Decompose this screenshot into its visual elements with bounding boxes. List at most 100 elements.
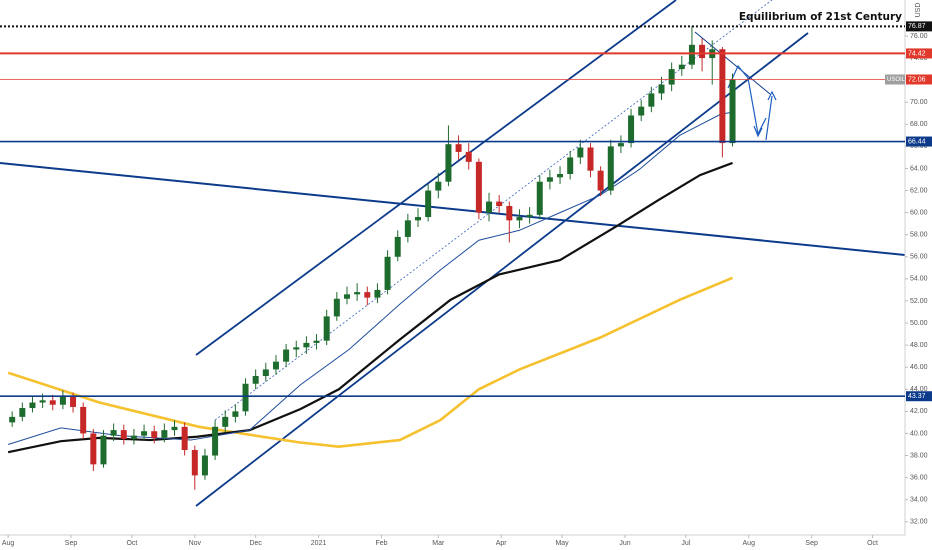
x-tick-label: Nov: [189, 540, 202, 547]
candle-body: [678, 64, 685, 70]
candle-body: [130, 435, 137, 439]
candle-body: [546, 177, 553, 182]
projection-arrow: [727, 64, 773, 141]
candle-body: [171, 426, 178, 431]
x-tick-label: May: [555, 540, 569, 547]
candle-body: [668, 69, 675, 85]
y-tick-label: 38.00: [910, 452, 928, 459]
y-tick-label: 42.00: [910, 408, 928, 415]
candle-body: [212, 426, 219, 456]
candle-body: [536, 181, 543, 215]
candle-body: [577, 147, 584, 158]
y-tick-label: 58.00: [910, 232, 928, 239]
y-tick-label: 66.00: [910, 143, 928, 150]
candle-body: [384, 256, 391, 290]
channel-mid: [214, 0, 773, 421]
arrow-head-1: [753, 125, 763, 138]
candle-body: [232, 411, 239, 417]
candle-body: [374, 289, 381, 298]
candle-body: [141, 431, 148, 436]
candle-body: [506, 206, 513, 221]
candle-body: [303, 342, 310, 348]
trend-drawings: [0, 0, 906, 507]
level-label-bg: [906, 21, 932, 32]
candle-body: [181, 426, 188, 450]
candle-body: [343, 294, 350, 299]
candle-body: [313, 340, 320, 343]
annotation: Equilibrium of 21st Century: [739, 11, 902, 23]
candle-body: [70, 396, 77, 407]
candle-body: [161, 430, 168, 438]
candle-body: [475, 161, 482, 213]
candle-body: [435, 181, 442, 191]
candle-body: [404, 220, 411, 237]
y-tick-label: 70.00: [910, 99, 928, 106]
candle-body: [486, 201, 493, 213]
candle-body: [29, 402, 36, 409]
candle-body: [120, 430, 127, 439]
candle-body: [252, 376, 259, 384]
candle-body: [617, 143, 624, 147]
candle-body: [333, 298, 340, 317]
y-tick-label: 40.00: [910, 430, 928, 437]
candle-body: [465, 151, 472, 162]
candle-body: [729, 79, 736, 144]
symbol-tag-bg: [885, 74, 905, 85]
candle-body: [151, 431, 158, 438]
x-tick-label: 2021: [311, 540, 327, 547]
arrow-head-2: [767, 90, 777, 101]
level-label-bg: [906, 48, 932, 59]
x-tick-label: Apr: [496, 540, 508, 547]
candle-body: [19, 408, 26, 417]
candle-body: [262, 369, 269, 377]
candle-body: [272, 361, 279, 370]
pullback-line: [694, 31, 771, 95]
y-tick-label: 62.00: [910, 187, 928, 194]
moving-average: [7, 161, 733, 454]
candle-body: [9, 416, 16, 423]
descending-line: [0, 162, 906, 256]
y-tick-label: 44.00: [910, 386, 928, 393]
channel-lower: [195, 32, 809, 507]
candle-body: [242, 383, 249, 412]
candle-body: [455, 144, 462, 152]
y-tick-label: 36.00: [910, 474, 928, 481]
x-tick-label: Sep: [805, 540, 818, 547]
candle-body: [364, 292, 371, 298]
x-tick-label: Jul: [681, 540, 690, 547]
y-tick-label: 48.00: [910, 342, 928, 349]
candle-body: [191, 449, 198, 476]
candle-body: [607, 146, 614, 191]
candle-body: [425, 190, 432, 218]
y-tick-label: 76.00: [910, 33, 928, 40]
candle-body: [699, 44, 706, 59]
level-label: 76.87: [908, 23, 926, 30]
y-tick-label: 32.00: [910, 519, 928, 526]
level-label: 66.44: [908, 138, 926, 145]
candle-body: [283, 349, 290, 362]
candle-body: [323, 316, 330, 341]
candle-body: [648, 93, 655, 107]
x-tick-label: Dec: [249, 540, 262, 547]
candle-body: [719, 49, 726, 144]
candle-body: [80, 406, 87, 434]
candle-body: [293, 347, 300, 350]
x-tick-label: Aug: [2, 540, 15, 547]
candle-body: [394, 236, 401, 257]
candle-body: [100, 435, 107, 465]
candle-body: [201, 455, 208, 476]
y-tick-label: 34.00: [910, 497, 928, 504]
candle-body: [415, 217, 422, 221]
level-label: 43.37: [908, 393, 926, 400]
y-tick-label: 56.00: [910, 254, 928, 261]
candle-body: [354, 292, 361, 295]
level-label: 72.06: [908, 76, 926, 83]
x-tick-label: Oct: [867, 540, 878, 547]
candle-body: [688, 44, 695, 65]
y-tick-label: 54.00: [910, 276, 928, 283]
level-label: 74.42: [908, 50, 926, 57]
candle-body: [516, 217, 523, 221]
symbol-tag: USOIL: [887, 77, 906, 83]
candle-body: [39, 400, 46, 403]
